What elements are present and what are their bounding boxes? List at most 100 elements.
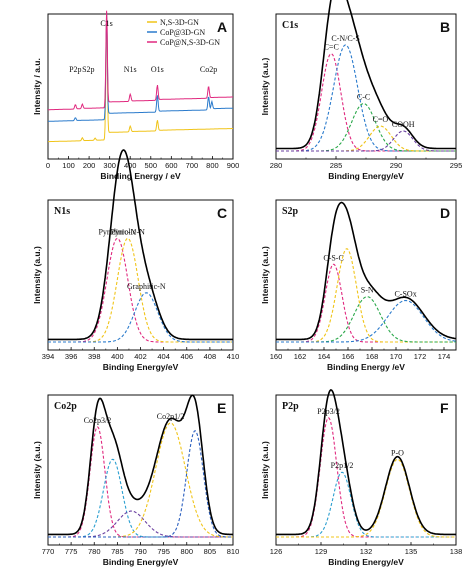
- legend-label: N,S-3D-GN: [160, 18, 199, 27]
- x-tick-label: 400: [111, 352, 124, 361]
- x-axis-label: Binding Energy / eV: [100, 171, 181, 181]
- element-label: S2p: [82, 65, 94, 74]
- x-tick-label: 162: [294, 352, 307, 361]
- x-tick-label: 166: [342, 352, 355, 361]
- x-tick-label: 290: [390, 161, 403, 170]
- x-tick-label: 132: [360, 547, 373, 556]
- panel-label: D: [440, 205, 450, 221]
- envelope-line: [48, 149, 233, 341]
- x-tick-label: 770: [42, 547, 55, 556]
- panel-title: Co2p: [54, 401, 77, 412]
- x-axis-label: Binding Energy/eV: [103, 557, 179, 567]
- envelope-line: [48, 394, 233, 536]
- x-tick-label: 168: [366, 352, 379, 361]
- component-c-sox: [276, 300, 457, 343]
- peak-label: C-S-C: [323, 253, 343, 262]
- y-axis-label: Intensity (a.u.): [32, 441, 42, 499]
- x-tick-label: 164: [318, 352, 331, 361]
- series-line: [48, 10, 233, 111]
- x-tick-label: 174: [438, 352, 451, 361]
- series-line: [48, 12, 233, 122]
- component-c-c: [276, 53, 456, 152]
- component-c-s-c: [276, 248, 456, 343]
- x-tick-label: 785: [111, 547, 124, 556]
- x-tick-label: 126: [270, 547, 283, 556]
- panel-E: 770 775 780 785 790 795 800 805 810 Binding Energ…: [32, 394, 240, 567]
- component-p2p1-2: [276, 471, 456, 538]
- x-tick-label: 100: [62, 161, 75, 170]
- peak-label: C=O: [373, 115, 389, 124]
- panel-C: 394 396 398 400 402 404 406 408 410 Binding Energ…: [32, 149, 240, 372]
- plot-frame: [47, 199, 234, 351]
- panel-title: P2p: [282, 401, 299, 412]
- x-tick-label: 600: [165, 161, 178, 170]
- panel-title: S2p: [282, 206, 299, 217]
- peak-label: P2p1/2: [331, 461, 354, 470]
- panel-F: 126 129 132 135 138 Binding Energy/eV Intensit…: [260, 388, 463, 567]
- x-tick-label: 138: [450, 547, 463, 556]
- peak-label: C-SOx: [394, 290, 416, 299]
- x-tick-label: 200: [83, 161, 96, 170]
- x-tick-label: 410: [227, 352, 240, 361]
- peak-label: Co2p1/2: [157, 412, 185, 421]
- peak-label: P2p3/2: [317, 407, 340, 416]
- x-tick-label: 775: [65, 547, 78, 556]
- panel-B: 280 285 290 295 Binding Energy/eV Intensity (…: [260, 0, 462, 181]
- panel-label: A: [217, 19, 227, 35]
- x-tick-label: 129: [315, 547, 328, 556]
- x-tick-label: 500: [145, 161, 158, 170]
- peak-label: Graphitic-N: [127, 282, 166, 291]
- x-tick-label: 700: [186, 161, 199, 170]
- x-tick-label: 790: [134, 547, 147, 556]
- legend-label: CoP@3D-GN: [160, 28, 205, 37]
- x-axis-label: Binding Energy/eV: [103, 362, 179, 372]
- element-label: O1s: [151, 65, 164, 74]
- component-p-o: [276, 458, 456, 538]
- component-p2p3-2: [276, 417, 456, 538]
- element-label: P2p: [69, 65, 81, 74]
- x-tick-label: 300: [103, 161, 116, 170]
- x-tick-label: 800: [180, 547, 193, 556]
- x-tick-label: 172: [414, 352, 427, 361]
- panel-label: E: [217, 400, 226, 416]
- x-tick-label: 800: [206, 161, 219, 170]
- peak-label: Pyridinic-N: [98, 227, 136, 236]
- y-axis-label: Intensity (a.u.): [32, 246, 42, 304]
- x-tick-label: 780: [88, 547, 101, 556]
- x-axis-label: Binding Energy/eV: [328, 171, 404, 181]
- component-cooh: [276, 130, 456, 152]
- x-tick-label: 805: [204, 547, 217, 556]
- panel-D: 160 162 164 166 168 170 172 174 Binding Energy /…: [260, 199, 457, 372]
- x-tick-label: 285: [330, 161, 343, 170]
- x-tick-label: 810: [227, 547, 240, 556]
- x-tick-label: 398: [88, 352, 101, 361]
- x-tick-label: 0: [46, 161, 50, 170]
- y-axis-label: Intensity (a.u.): [260, 441, 270, 499]
- peak-label: C-C: [357, 93, 370, 102]
- plot-frame: [275, 199, 457, 351]
- series-line: [48, 15, 233, 143]
- x-tick-label: 404: [157, 352, 170, 361]
- element-label: Co2p: [200, 65, 217, 74]
- x-axis-label: Binding Energy /eV: [327, 362, 405, 372]
- peak-label: Co2p3/2: [84, 416, 112, 425]
- element-label: N1s: [124, 65, 137, 74]
- peak-label: S-N: [361, 286, 374, 295]
- plot-frame: [47, 13, 234, 160]
- peak-label: C-N/C-S: [331, 34, 359, 43]
- x-tick-label: 170: [390, 352, 403, 361]
- envelope-line: [276, 201, 457, 341]
- peak-label: P-O: [391, 448, 404, 457]
- x-tick-label: 396: [65, 352, 78, 361]
- x-tick-label: 295: [450, 161, 463, 170]
- peak-label: C=C: [324, 43, 339, 52]
- component-graphitic-n: [48, 292, 233, 343]
- element-label: C1s: [100, 19, 112, 28]
- x-tick-label: 795: [157, 547, 170, 556]
- component-co2p1-2-sat: [48, 430, 233, 538]
- envelope-line: [276, 388, 456, 536]
- panel-label: B: [440, 19, 450, 35]
- panel-title: N1s: [54, 206, 70, 217]
- peak-label: COOH: [392, 120, 415, 129]
